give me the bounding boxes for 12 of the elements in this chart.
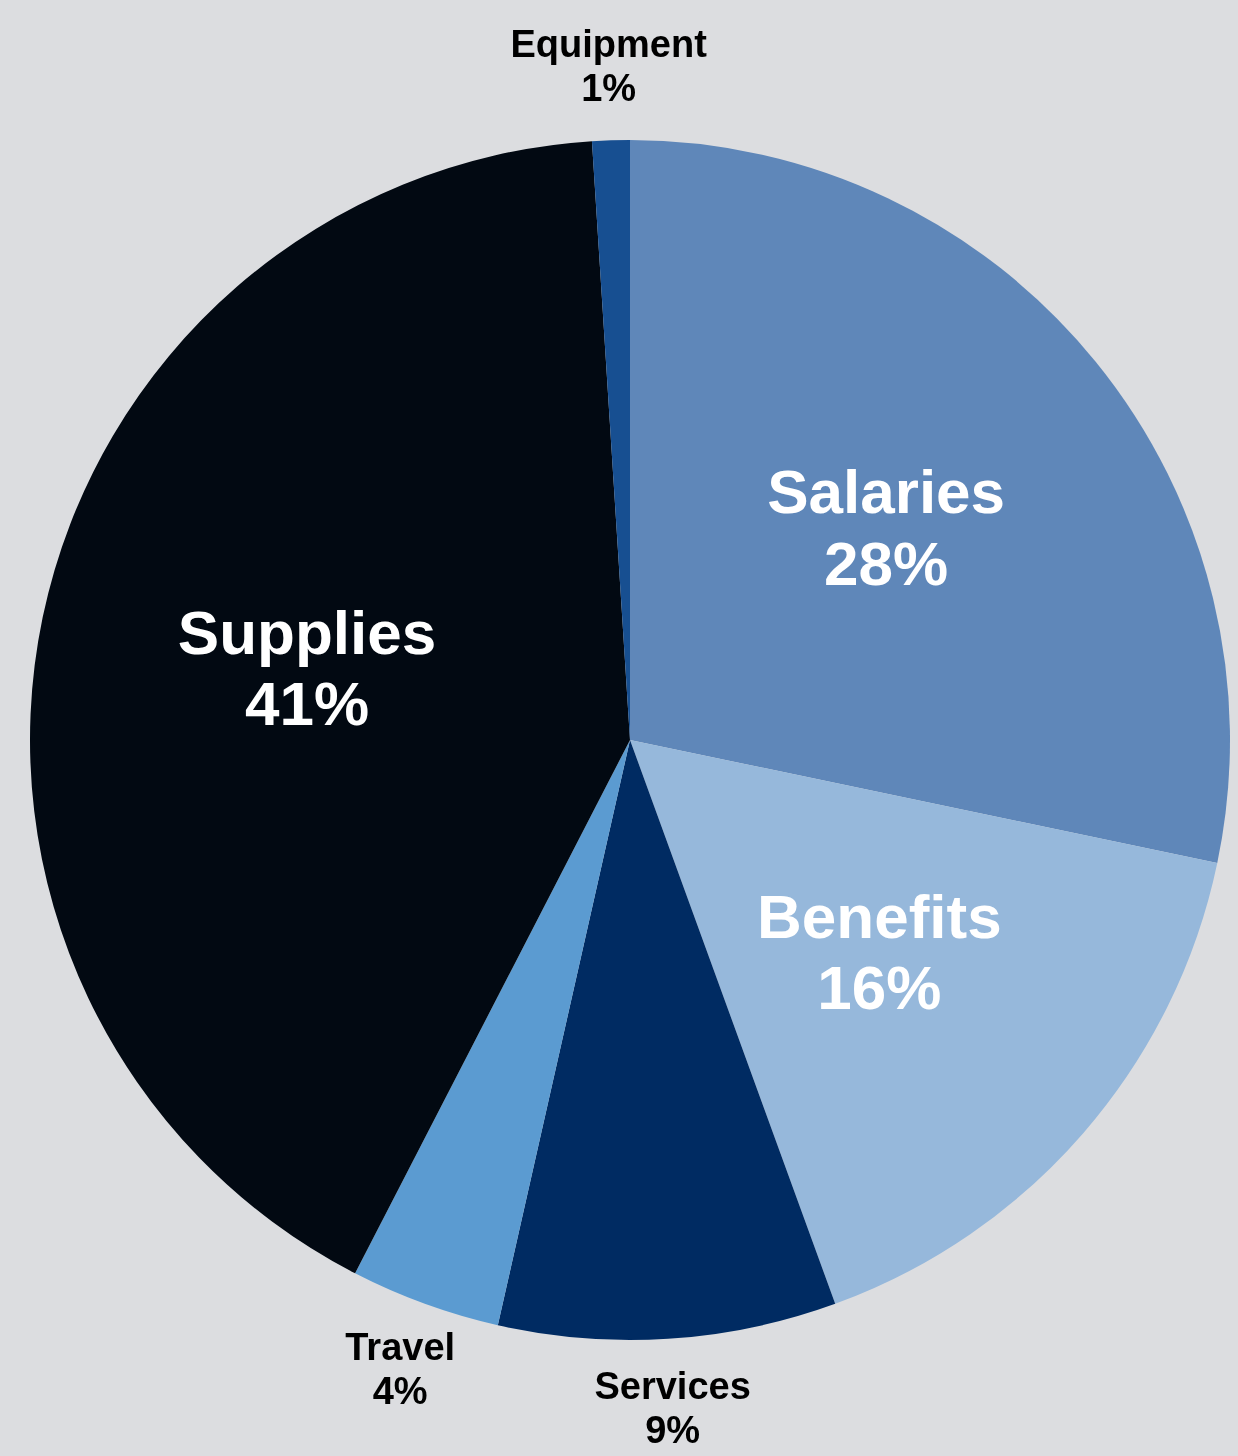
data-label: 9%	[645, 1408, 701, 1451]
data-label: 41%	[244, 669, 370, 739]
data-label: 28%	[824, 528, 949, 598]
slice-label: Supplies	[177, 597, 437, 667]
data-label: 4%	[372, 1369, 428, 1412]
slice-label: Travel	[345, 1326, 456, 1369]
slice-label: Equipment	[510, 22, 708, 65]
slice-label: Benefits	[757, 881, 1002, 951]
slice-label: Salaries	[767, 457, 1006, 527]
slice-label: Services	[594, 1365, 751, 1408]
data-label: 16%	[817, 952, 942, 1022]
data-label: 1%	[581, 66, 637, 109]
